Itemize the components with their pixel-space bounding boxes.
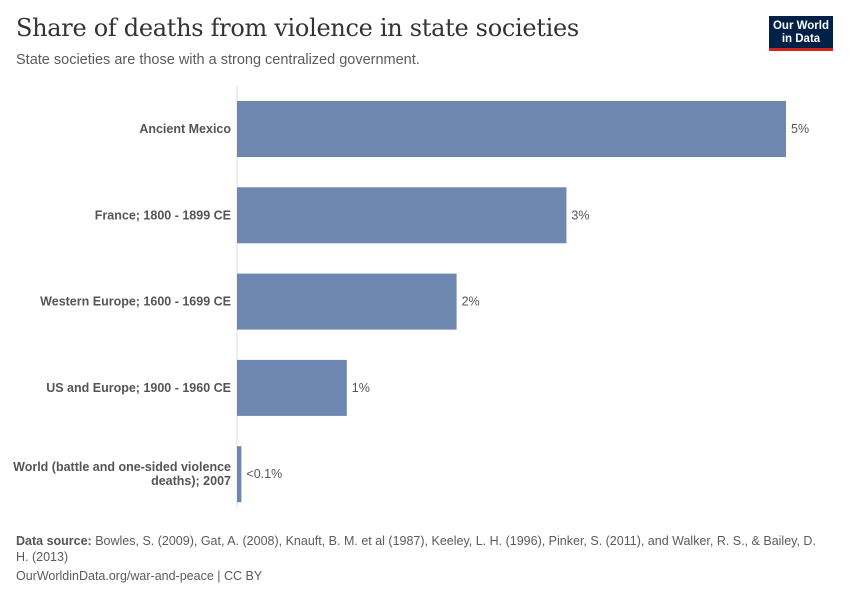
source-label: Data source: [16, 534, 92, 548]
category-label: France; 1800 - 1899 CE [95, 208, 231, 222]
value-label: <0.1% [246, 467, 282, 481]
footer-url[interactable]: OurWorldinData.org/war-and-peace | CC BY [16, 569, 263, 583]
bar[interactable] [237, 273, 457, 330]
chart-subtitle: State societies are those with a strong … [16, 52, 420, 68]
chart-title: Share of deaths from violence in state s… [16, 14, 579, 42]
value-label: 1% [352, 381, 370, 395]
data-source: Data source: Bowles, S. (2009), Gat, A. … [16, 533, 831, 565]
owid-logo[interactable]: Our World in Data [769, 16, 833, 51]
category-label: Ancient Mexico [139, 122, 231, 136]
category-label: Western Europe; 1600 - 1699 CE [40, 295, 231, 309]
category-label: World (battle and one-sided violence deat… [13, 460, 231, 488]
source-text: Bowles, S. (2009), Gat, A. (2008), Knauf… [16, 534, 816, 564]
value-label: 2% [462, 295, 480, 309]
category-label: US and Europe; 1900 - 1960 CE [46, 381, 231, 395]
bar[interactable] [237, 187, 567, 244]
value-label: 5% [791, 122, 809, 136]
bar-chart: 5% Ancient Mexico 3% France; 1800 - 1899 CE… [13, 86, 809, 508]
value-label: 3% [571, 208, 589, 222]
bar[interactable] [237, 101, 786, 157]
bar[interactable] [237, 446, 242, 503]
bar[interactable] [237, 359, 347, 416]
